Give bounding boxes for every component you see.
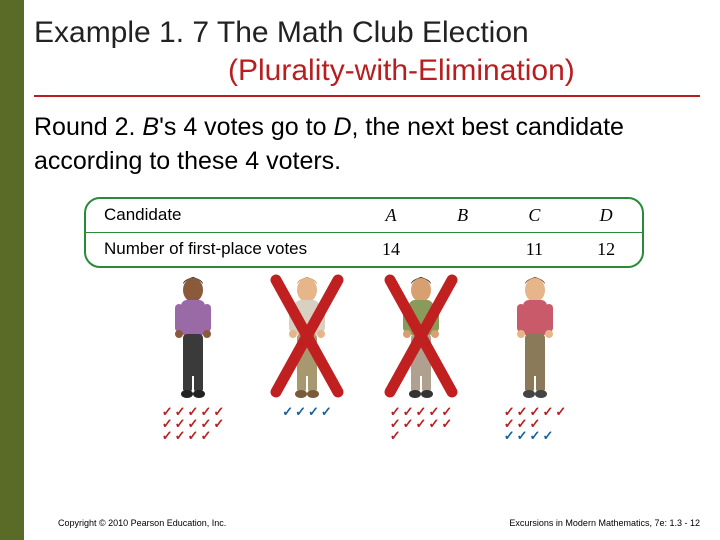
tally-row: ✓✓✓✓ [282, 406, 332, 418]
vote-count: 12 [570, 232, 642, 266]
example-title: Example 1. 7 The Math Club Election [34, 14, 700, 52]
check-icon: ✓ [416, 418, 427, 430]
table-label-candidate: Candidate [86, 199, 355, 233]
body-mid: 's 4 votes go to [159, 113, 333, 141]
person-icon [275, 272, 339, 400]
footer-right-text: Excursions in Modern Mathematics, 7e: 1.… [509, 518, 700, 528]
check-icon: ✓ [390, 430, 401, 442]
candidate-C: ✓✓✓✓✓✓✓✓✓✓✓ [378, 272, 464, 442]
col-head: B [427, 199, 499, 233]
copyright-text: Copyright © 2010 Pearson Education, Inc. [58, 518, 226, 528]
vote-count: 11 [499, 232, 571, 266]
vote-table: Candidate A B C D Number of first-place … [84, 197, 644, 268]
check-icon: ✓ [175, 430, 186, 442]
col-head: C [499, 199, 571, 233]
tally-row: ✓ [390, 430, 401, 442]
check-icon: ✓ [282, 406, 293, 418]
left-sidebar [0, 0, 24, 540]
candidate-B: ✓✓✓✓ [264, 272, 350, 442]
body-b: B [142, 113, 159, 141]
tally-group: ✓✓✓✓✓✓✓✓✓✓✓ [390, 406, 453, 442]
check-icon: ✓ [308, 406, 319, 418]
candidates-row: ✓✓✓✓✓✓✓✓✓✓✓✓✓✓ ✓✓✓✓ ✓✓✓✓✓✓✓✓✓✓✓ [84, 272, 644, 442]
check-icon: ✓ [542, 406, 553, 418]
slide-content: Example 1. 7 The Math Club Election (Plu… [34, 0, 720, 442]
candidate-D: ✓✓✓✓✓✓✓✓✓✓✓✓ [492, 272, 578, 442]
table-row: Candidate A B C D [86, 199, 642, 233]
check-icon: ✓ [441, 418, 452, 430]
check-icon: ✓ [530, 430, 541, 442]
tally-group: ✓✓✓✓ [282, 406, 332, 418]
check-icon: ✓ [403, 418, 414, 430]
check-icon: ✓ [200, 430, 211, 442]
check-icon: ✓ [321, 406, 332, 418]
person-icon [389, 272, 453, 400]
check-icon: ✓ [428, 418, 439, 430]
body-prefix: Round 2. [34, 113, 142, 141]
tally-group: ✓✓✓✓✓✓✓✓✓✓✓✓✓✓ [162, 406, 225, 442]
tally-row: ✓✓✓✓ [504, 430, 554, 442]
check-icon: ✓ [555, 406, 566, 418]
body-d: D [333, 113, 351, 141]
check-icon: ✓ [504, 430, 515, 442]
check-icon: ✓ [162, 430, 173, 442]
col-head: A [355, 199, 427, 233]
tally-group: ✓✓✓✓✓✓✓✓✓✓✓✓ [504, 406, 567, 442]
person-icon [503, 272, 567, 400]
candidate-A: ✓✓✓✓✓✓✓✓✓✓✓✓✓✓ [150, 272, 236, 442]
person-icon [161, 272, 225, 400]
body-text: Round 2. B's 4 votes go to D, the next b… [34, 111, 700, 179]
check-icon: ✓ [517, 430, 528, 442]
tally-row: ✓✓✓✓ [162, 430, 212, 442]
vote-count: 14 [355, 232, 427, 266]
title-block: Example 1. 7 The Math Club Election (Plu… [34, 14, 700, 97]
table-row: Number of first-place votes 14 11 12 [86, 232, 642, 266]
col-head: D [570, 199, 642, 233]
check-icon: ✓ [213, 418, 224, 430]
table-label-votes: Number of first-place votes [86, 232, 355, 266]
figure-area: Candidate A B C D Number of first-place … [84, 197, 644, 442]
example-subtitle: (Plurality-with-Elimination) [228, 52, 700, 90]
vote-count [427, 232, 499, 266]
check-icon: ✓ [542, 430, 553, 442]
check-icon: ✓ [295, 406, 306, 418]
check-icon: ✓ [188, 430, 199, 442]
